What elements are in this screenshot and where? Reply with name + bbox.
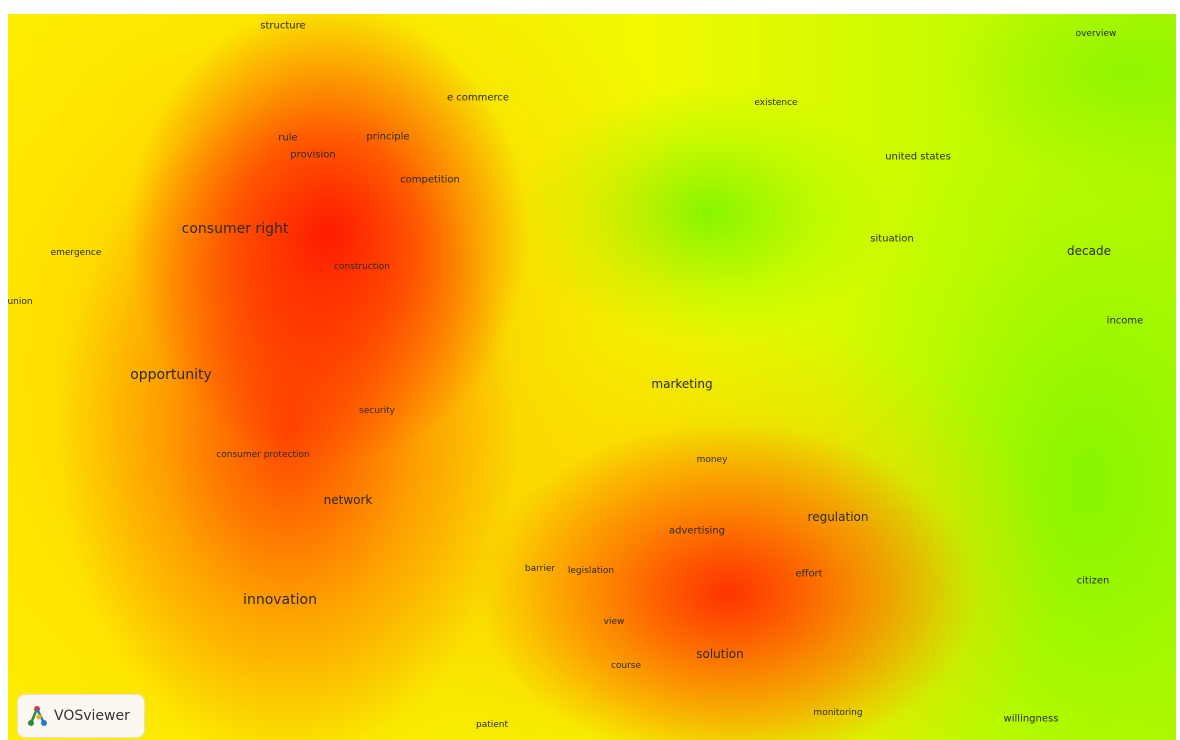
term-advertising[interactable]: advertising [668,525,726,537]
term-principle[interactable]: principle [366,131,410,143]
term-income[interactable]: income [1106,315,1144,327]
term-rule[interactable]: rule [278,132,298,144]
term-decade[interactable]: decade [1067,244,1111,258]
term-citizen[interactable]: citizen [1076,575,1110,587]
term-emergence[interactable]: emergence [50,248,102,258]
term-network[interactable]: network [323,493,373,507]
term-solution[interactable]: solution [696,647,744,661]
term-marketing[interactable]: marketing [651,377,713,391]
term-existence[interactable]: existence [754,98,798,108]
term-structure[interactable]: structure [260,20,306,32]
term-regulation[interactable]: regulation [807,510,869,524]
term-monitoring[interactable]: monitoring [813,708,863,718]
term-construction[interactable]: construction [334,262,390,272]
term-united-states[interactable]: united states [885,151,951,163]
density-map-canvas[interactable]: structure overview e commerce existence … [8,14,1176,740]
vosviewer-logo-icon [28,706,47,726]
term-money[interactable]: money [696,455,728,465]
term-consumer-right[interactable]: consumer right [181,221,289,237]
term-security[interactable]: security [359,406,395,416]
term-competition[interactable]: competition [400,174,460,186]
term-innovation[interactable]: innovation [243,592,317,608]
term-willingness[interactable]: willingness [1003,713,1059,725]
term-barrier[interactable]: barrier [524,564,556,574]
term-consumer-protection[interactable]: consumer protection [216,450,310,460]
term-union[interactable]: union [8,297,33,307]
vosviewer-logo-text: VOSviewer [54,708,130,724]
term-e-commerce[interactable]: e commerce [446,92,510,104]
vosviewer-logo: VOSviewer [17,694,145,738]
term-situation[interactable]: situation [870,233,914,245]
term-patient[interactable]: patient [475,720,509,730]
term-provision[interactable]: provision [290,149,336,161]
term-effort[interactable]: effort [795,568,823,580]
term-legislation[interactable]: legislation [567,566,615,576]
term-opportunity[interactable]: opportunity [130,367,212,383]
term-course[interactable]: course [610,661,642,671]
term-view[interactable]: view [603,617,625,627]
term-overview[interactable]: overview [1075,29,1117,39]
